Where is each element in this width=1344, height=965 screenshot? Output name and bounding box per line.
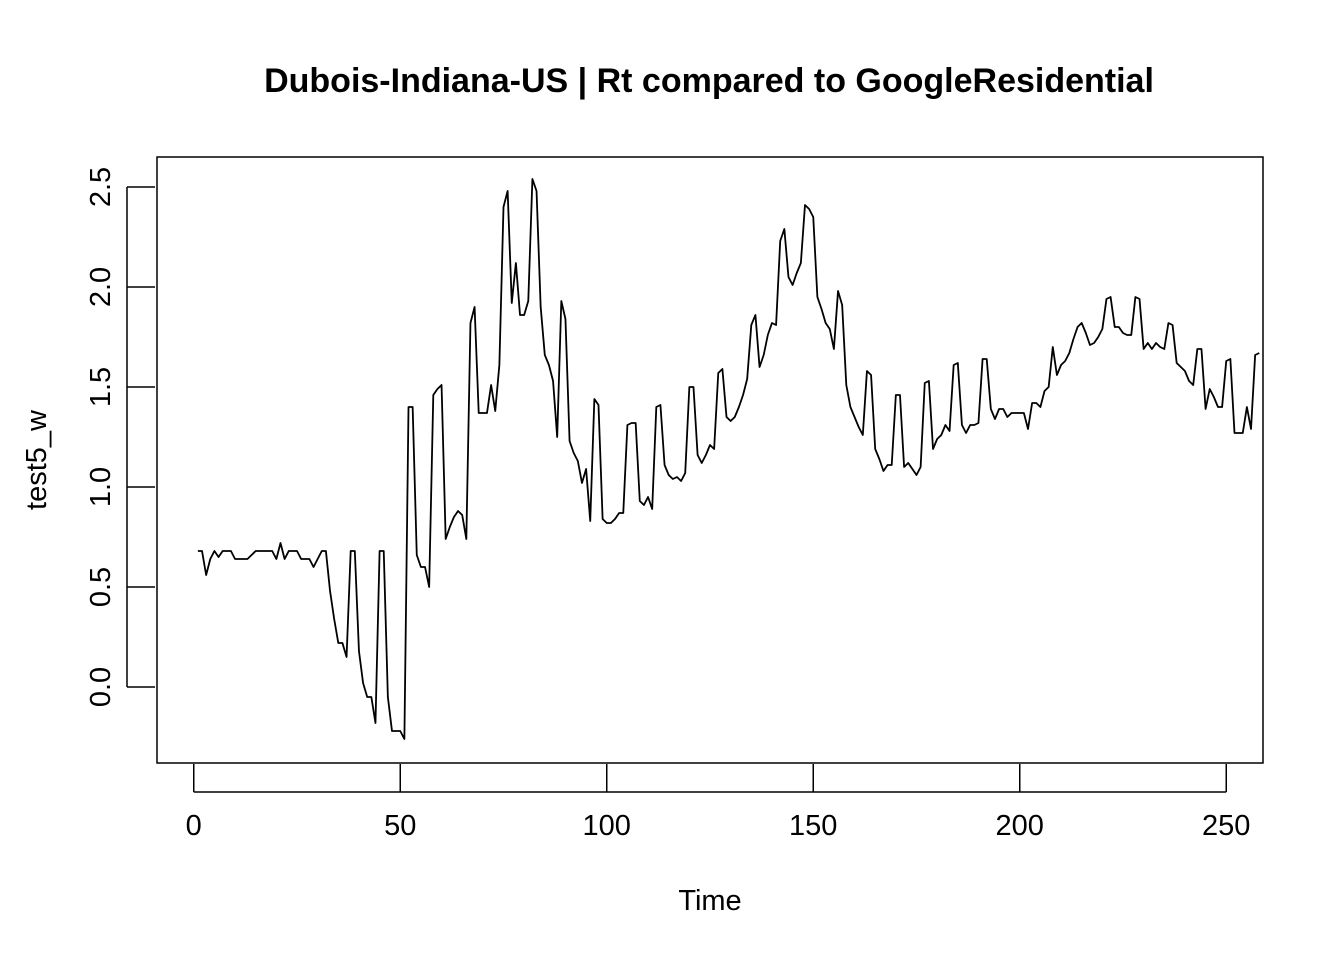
y-tick-label: 1.0 <box>85 467 117 507</box>
y-axis-label: test5_w <box>21 409 53 510</box>
y-tick-label: 2.5 <box>85 167 117 207</box>
x-tick-label: 100 <box>583 810 631 842</box>
x-tick-label: 0 <box>186 810 202 842</box>
x-tick-label: 250 <box>1202 810 1250 842</box>
series-line-0 <box>197 178 1260 740</box>
plot-area-frame <box>156 156 1264 764</box>
y-tick-label: 1.5 <box>85 367 117 407</box>
x-axis: 0 50 100 150 200 250 <box>186 764 1250 842</box>
x-tick-label: 200 <box>996 810 1044 842</box>
series-layer <box>197 178 1260 740</box>
y-tick-label: 0.0 <box>85 667 117 707</box>
x-axis-label: Time <box>678 885 741 917</box>
y-tick-label: 2.0 <box>85 267 117 307</box>
y-axis: 0.0 0.5 1.0 1.5 2.0 2.5 <box>85 167 155 707</box>
y-tick-label: 0.5 <box>85 567 117 607</box>
x-tick-label: 150 <box>789 810 837 842</box>
x-tick-label: 50 <box>384 810 416 842</box>
chart-title: Dubois-Indiana-US | Rt compared to Googl… <box>264 62 1154 100</box>
